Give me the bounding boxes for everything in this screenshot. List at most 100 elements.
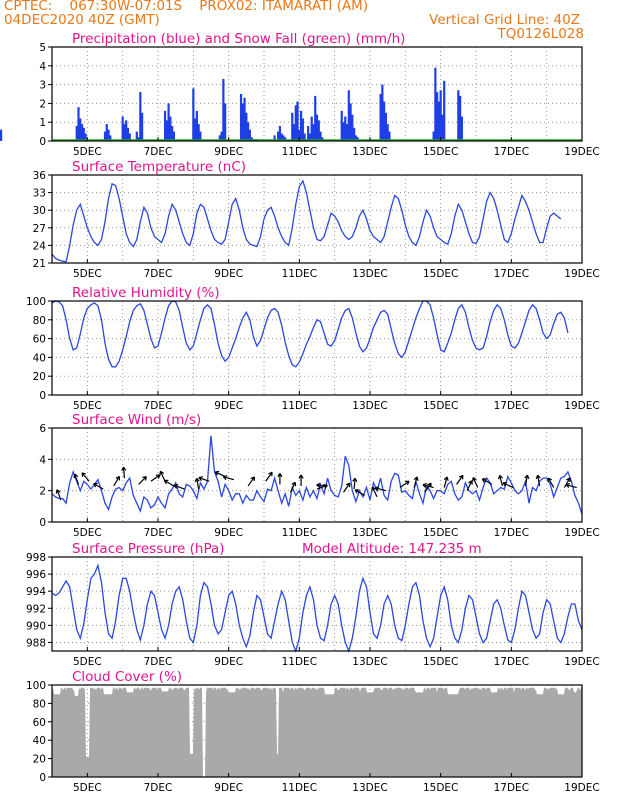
- precip-bar: [247, 122, 250, 141]
- wind-arrow-shaft: [371, 486, 378, 498]
- wind-direction-arrow: [563, 477, 571, 488]
- precip-bar: [165, 120, 168, 141]
- precip-bar: [300, 110, 303, 141]
- precip-bar: [139, 92, 142, 141]
- wind-direction-arrow: [535, 474, 541, 487]
- wind-direction-arrow: [121, 466, 127, 479]
- wind-direction-arrow: [113, 475, 121, 487]
- x-tick-label: 5DEC: [73, 400, 102, 412]
- wind-arrow-head: [497, 475, 501, 480]
- precip-bar: [241, 103, 244, 141]
- x-tick-label: 5DEC: [73, 527, 102, 539]
- wind-direction-arrow: [352, 477, 358, 490]
- header-vertical-grid-line: Vertical Grid Line: 40Z: [429, 12, 580, 28]
- wind-arrow-head: [323, 483, 328, 486]
- plot-frame: [51, 684, 583, 778]
- wind-arrow-shaft: [413, 476, 418, 488]
- wind-arrow-shaft: [173, 484, 185, 490]
- precip-bar: [163, 110, 167, 141]
- precip-bar: [353, 127, 356, 141]
- x-tick-label: 9DEC: [214, 527, 243, 539]
- precip-bar: [137, 137, 140, 141]
- x-tick-label: 13DEC: [352, 146, 387, 158]
- wind-direction-arrow: [316, 482, 328, 488]
- x-tick-label: 11DEC: [282, 268, 317, 280]
- y-tick-label: 0: [39, 390, 46, 402]
- y-tick-label: 20: [33, 371, 46, 383]
- x-tick-label: 15DEC: [423, 782, 458, 794]
- y-tick-label: 994: [26, 586, 46, 598]
- y-tick-label: 20: [33, 754, 46, 766]
- y-tick-label: 24: [33, 240, 47, 252]
- wind-arrow-shaft: [159, 471, 166, 482]
- wind-arrow-shaft: [375, 487, 387, 492]
- precip-bar: [277, 131, 280, 141]
- precip-bar: [307, 125, 310, 141]
- wind-direction-arrow: [81, 472, 90, 482]
- y-tick-label: 21: [33, 258, 46, 270]
- precip-bar: [218, 135, 221, 141]
- precip-bar: [317, 120, 320, 141]
- chart-title: Surface Temperature (nC): [72, 159, 246, 175]
- y-tick-label: 0: [39, 517, 46, 529]
- precip-bar: [308, 133, 312, 141]
- precip-bar: [436, 92, 439, 141]
- x-tick-label: 19DEC: [564, 400, 599, 412]
- wind-arrow-head: [427, 482, 432, 486]
- y-tick-label: 80: [33, 698, 46, 710]
- wind-arrow-head: [443, 476, 448, 481]
- wind-direction-arrow: [343, 482, 351, 493]
- series-line: [51, 179, 562, 263]
- precip-bar: [439, 90, 442, 141]
- wind-direction-arrow: [354, 489, 366, 496]
- wind-arrow-shaft: [198, 476, 210, 482]
- wind-arrow-head: [115, 475, 120, 479]
- precip-bar: [109, 135, 112, 141]
- x-tick-label: 15DEC: [423, 268, 458, 280]
- x-tick-label: 13DEC: [352, 400, 387, 412]
- wind-arrow-shaft: [422, 484, 434, 489]
- wind-direction-arrow: [173, 483, 185, 490]
- x-tick-label: 7DEC: [144, 782, 173, 794]
- precip-bar: [82, 127, 85, 141]
- x-tick-label: 9DEC: [214, 146, 243, 158]
- precip-bar: [141, 112, 144, 141]
- wind-arrow-shaft: [466, 480, 473, 491]
- x-tick-label: 5DEC: [73, 782, 102, 794]
- wind-arrow-shaft: [456, 475, 464, 485]
- x-tick-label: 7DEC: [144, 400, 173, 412]
- precip-bar: [245, 112, 248, 141]
- wind-arrow-head: [535, 474, 539, 480]
- wind-arrow-head: [524, 474, 528, 479]
- wind-direction-arrow: [55, 489, 62, 501]
- wind-direction-arrow: [497, 474, 504, 487]
- wind-arrow-shaft: [547, 477, 555, 488]
- wind-arrow-shaft: [56, 489, 62, 501]
- chart-title: Relative Humidity (%): [72, 285, 220, 301]
- y-tick-label: 4: [39, 61, 46, 73]
- precip-bar: [121, 116, 124, 141]
- precip-bar: [354, 135, 357, 141]
- precip-bar: [250, 137, 253, 141]
- y-tick-label: 992: [26, 603, 46, 615]
- wind-arrow-head: [198, 477, 202, 481]
- x-tick-label: 11DEC: [282, 400, 317, 412]
- wind-arrow-head: [81, 472, 84, 477]
- wind-direction-arrow: [93, 482, 104, 490]
- x-tick-label: 11DEC: [282, 527, 317, 539]
- wind-direction-arrow: [413, 476, 419, 488]
- wind-direction-arrow: [194, 477, 200, 490]
- precip-bar: [434, 67, 437, 141]
- wind-arrow-head: [422, 484, 427, 488]
- x-tick-label: 13DEC: [352, 656, 387, 668]
- y-tick-label: 6: [39, 423, 46, 435]
- x-tick-label: 9DEC: [214, 400, 243, 412]
- chart-panel-3: 0 2 4 6 5DEC 7DEC 9DEC 11DEC 13DEC 15DEC 17DEC 19DE…: [39, 412, 599, 539]
- precip-bar: [0, 129, 3, 141]
- wind-arrow-head: [93, 483, 97, 488]
- precip-bar: [278, 125, 281, 141]
- wind-direction-arrow: [472, 477, 479, 488]
- header-run-time: 04DEC2020 40Z (GMT): [4, 12, 160, 28]
- wind-arrow-shaft: [289, 482, 296, 493]
- precip-bar: [280, 133, 283, 141]
